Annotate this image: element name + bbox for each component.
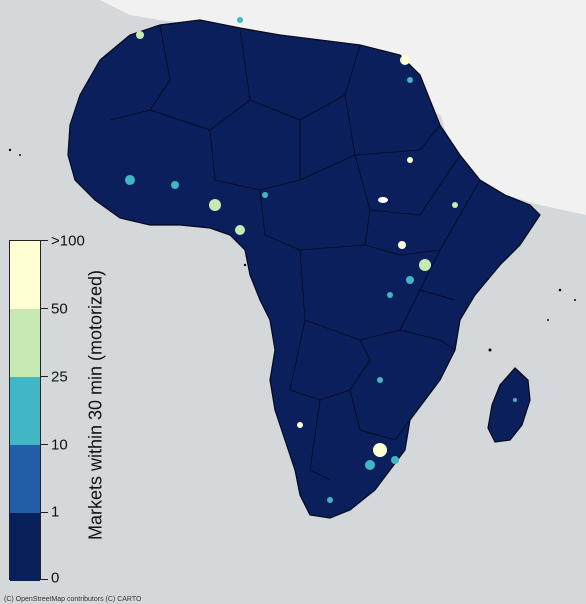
small-islands: [8, 148, 576, 352]
arabian-peninsula-land: [430, 75, 586, 215]
europe-middle-east-land: [100, 0, 586, 205]
colorbar-legend: [9, 240, 41, 581]
legend-tick-label: >100: [51, 232, 85, 250]
legend-bin-50-100: [10, 241, 40, 309]
legend-tick: [41, 512, 48, 513]
legend-bin-0-1: [10, 513, 40, 581]
legend-bin-1-10: [10, 445, 40, 513]
madagascar: [487, 367, 531, 443]
country-borders: [109, 24, 481, 481]
legend-tick: [41, 444, 48, 445]
legend-tick: [41, 579, 48, 580]
legend-tick-label: 25: [51, 368, 68, 386]
legend-tick: [41, 308, 48, 309]
legend-tick-label: 10: [51, 436, 68, 454]
legend-tick-label: 50: [51, 300, 68, 318]
legend-tick-label: 0: [51, 569, 60, 587]
map-attribution: (C) OpenStreetMap contributors (C) CARTO: [4, 596, 142, 603]
legend-bin-10-25: [10, 377, 40, 445]
sudan-white-spot: [378, 197, 388, 203]
legend-bin-25-50: [10, 309, 40, 377]
market-hotspots: [125, 17, 517, 503]
legend-title: Markets within 30 min (motorized): [85, 269, 106, 541]
legend-tick-label: 1: [51, 503, 60, 521]
legend-tick: [41, 376, 48, 377]
legend-tick: [41, 240, 48, 241]
